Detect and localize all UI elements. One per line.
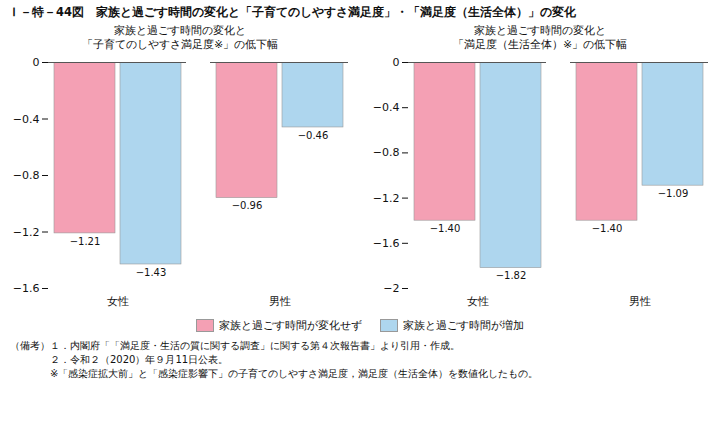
html-text:家族と過ごす時間の変化と: 家族と過ごす時間の変化と: [474, 24, 606, 37]
html-text:※「感染症拡大前」と「感染症影響下」の子育てのしやすさ満足度: ※「感染症拡大前」と「感染症影響下」の子育てのしやすさ満足度，満足度（生活全体）…: [10, 368, 539, 379]
svg-text:−1.21: −1.21: [69, 236, 100, 247]
svg-text:−1.6: −1.6: [12, 282, 39, 295]
svg-text:−1.40: −1.40: [591, 223, 622, 234]
svg-text:−1.09: −1.09: [657, 188, 688, 199]
svg-text:−0.46: −0.46: [297, 130, 328, 141]
svg-text:−0.4: −0.4: [372, 101, 399, 114]
html-text:（備考）１．内閣府「「満足度・生活の質に関する調査」に関する: （備考）１．内閣府「「満足度・生活の質に関する調査」に関する第４次報告書」より引…: [10, 340, 460, 351]
html-text:２．令和２（2020）年９月11日公表。: ２．令和２（2020）年９月11日公表。: [10, 354, 229, 365]
svg-text:女性: 女性: [466, 295, 488, 308]
html-text:家族と過ごす時間が増加: 家族と過ごす時間が増加: [403, 319, 524, 332]
svg-text:−0.96: −0.96: [231, 200, 262, 211]
html-text:家族と過ごす時間が変化せず: 家族と過ごす時間が変化せず: [219, 319, 362, 332]
svg-text:−1.40: −1.40: [429, 223, 460, 234]
svg-text:−1.43: −1.43: [135, 267, 166, 278]
svg-text:−0.8: −0.8: [372, 146, 399, 159]
svg-text:−2: −2: [383, 282, 399, 295]
svg-text:0: 0: [392, 56, 399, 69]
html-text:「満足度（生活全体）※」の低下幅: 「満足度（生活全体）※」の低下幅: [452, 38, 628, 51]
svg-text:−0.8: −0.8: [12, 169, 39, 182]
svg-text:0: 0: [32, 56, 39, 69]
svg-text:女性: 女性: [106, 295, 128, 308]
html-text:家族と過ごす時間の変化と: 家族と過ごす時間の変化と: [114, 24, 246, 37]
svg-text:男性: 男性: [628, 295, 650, 308]
svg-text:−0.4: −0.4: [12, 113, 39, 126]
svg-text:−1.6: −1.6: [372, 237, 399, 250]
svg-text:男性: 男性: [268, 295, 290, 308]
html-text:「子育てのしやすさ満足度※」の低下幅: 「子育てのしやすさ満足度※」の低下幅: [81, 38, 279, 51]
svg-text:−1.2: −1.2: [372, 192, 399, 205]
svg-text:−1.82: −1.82: [495, 270, 526, 281]
svg-text:−1.2: −1.2: [12, 226, 39, 239]
html-text:Ｉ－特－44図 家族と過ごす時間の変化と「子育てのしやすさ満: Ｉ－特－44図 家族と過ごす時間の変化と「子育てのしやすさ満足度」・「満足度（生…: [8, 5, 576, 19]
